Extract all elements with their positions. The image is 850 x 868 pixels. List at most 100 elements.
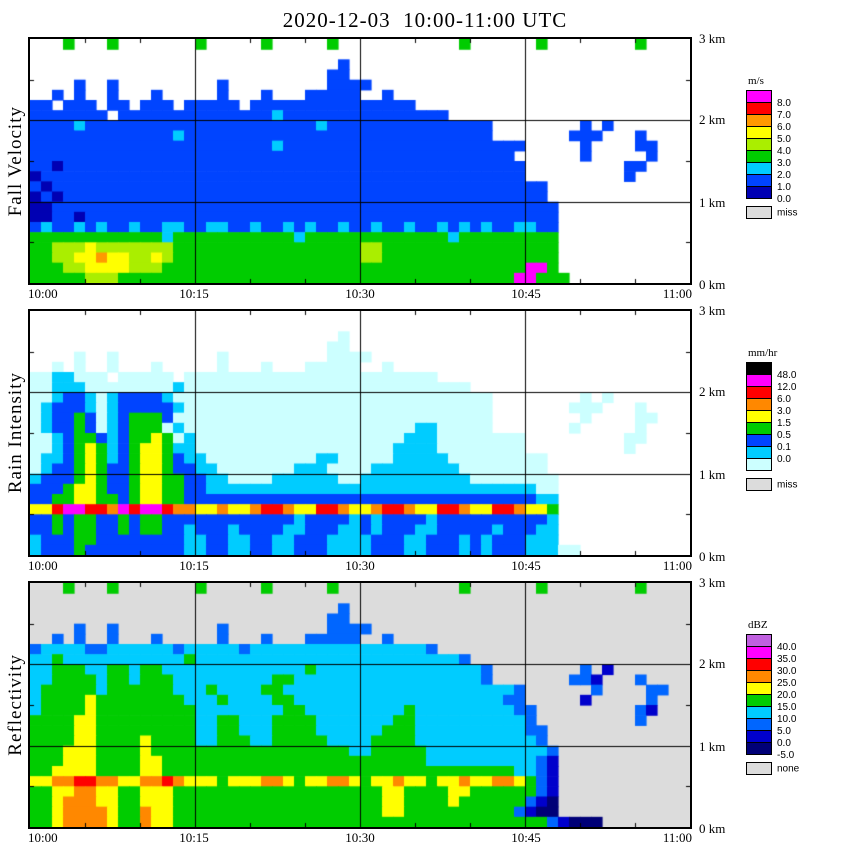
fall-velocity-heatmap <box>28 37 692 285</box>
legend-value-label: 0.0 <box>777 454 791 465</box>
legend-title: mm/hr <box>748 347 778 359</box>
legend-value-label: 3.0 <box>777 406 791 417</box>
y-tick-label: 3 km <box>699 31 726 46</box>
rain-intensity-heatmap <box>28 309 692 557</box>
x-tick-label: 10:30 <box>345 286 375 301</box>
legend-color-box <box>746 186 772 199</box>
panel-name-label: Fall Velocity <box>5 105 26 217</box>
legend-color-box <box>746 742 772 755</box>
legend-value-label: 5.0 <box>777 134 791 145</box>
y-tick-label: 1 km <box>699 466 726 482</box>
x-tick-label: 11:00 <box>662 830 692 845</box>
x-tick-label: 10:00 <box>28 558 58 573</box>
legend-value-label: 30.0 <box>777 666 797 677</box>
x-tick-label: 11:00 <box>662 286 692 301</box>
legend-value-label: -5.0 <box>777 750 795 761</box>
legend-color-box <box>746 458 772 471</box>
legend-value-label: 3.0 <box>777 158 791 169</box>
panel-name-label: Rain Intensity <box>5 372 26 494</box>
legend-value-label: 0.1 <box>777 442 791 453</box>
x-tick-label: 10:15 <box>179 558 209 573</box>
y-axis-labels: 3 km 2 km 1 km 0 km <box>692 31 736 292</box>
y-tick-label: 1 km <box>699 194 726 210</box>
y-tick-label: 0 km <box>699 277 726 292</box>
legend-value-label: 10.0 <box>777 714 797 725</box>
legend-value-label: 1.0 <box>777 182 791 193</box>
panel-axis-name: Reflectivity <box>4 581 28 829</box>
legend-missing-box <box>746 206 772 219</box>
y-tick-label: 1 km <box>699 738 726 754</box>
x-tick-label: 10:00 <box>28 830 58 845</box>
legend-value-label: 15.0 <box>777 702 797 713</box>
legend-missing-label: miss <box>777 479 798 490</box>
reflectivity-heatmap <box>28 581 692 829</box>
y-axis-labels: 3 km 2 km 1 km 0 km <box>692 303 736 564</box>
page-title: 2020-12-03 10:00-11:00 UTC <box>282 8 568 32</box>
plot-column: 10:00 10:15 10:30 10:45 11:00 <box>28 37 692 301</box>
legend-missing-box <box>746 762 772 775</box>
x-tick-label: 11:00 <box>662 558 692 573</box>
y-tick-label: 3 km <box>699 303 726 318</box>
y-axis-labels: 3 km 2 km 1 km 0 km <box>692 575 736 836</box>
x-tick-label: 10:30 <box>345 830 375 845</box>
x-tick-label: 10:15 <box>179 830 209 845</box>
legend-rain-intensity: mm/hr 48.0 12.0 6.0 3.0 1.5 0.5 0.1 0.0 miss <box>736 309 836 557</box>
legend-missing-label: none <box>777 763 800 774</box>
legend-missing-entry: miss <box>746 206 798 219</box>
legend-title: m/s <box>748 75 764 87</box>
legend-entry: 15.0 <box>746 694 796 713</box>
legend-value-label: 7.0 <box>777 110 791 121</box>
legend-value-label: 0.0 <box>777 194 791 205</box>
legend-value-label: 5.0 <box>777 726 791 737</box>
y-tick-label: 3 km <box>699 575 726 590</box>
legend-value-label: 48.0 <box>777 370 797 381</box>
legend-missing-entry: miss <box>746 478 798 491</box>
legend-value-label: 2.0 <box>777 170 791 181</box>
legend-value-label: 40.0 <box>777 642 797 653</box>
x-axis-labels: 10:00 10:15 10:30 10:45 11:00 <box>28 557 692 573</box>
panel-fall-velocity: Fall Velocity 10:00 10:15 10:30 10:45 11… <box>4 31 850 301</box>
legend-fall-velocity: m/s 8.0 7.0 6.0 5.0 4.0 3.0 2.0 1.0 0.0 miss <box>736 37 836 285</box>
legend-value-label: 1.5 <box>777 418 791 429</box>
legend-value-label: 25.0 <box>777 678 797 689</box>
legend-missing-label: miss <box>777 207 798 218</box>
legend-entry <box>746 458 772 471</box>
y-tick-label: 2 km <box>699 656 726 672</box>
plot-column: 10:00 10:15 10:30 10:45 11:00 <box>28 309 692 573</box>
legend-value-label: 0.5 <box>777 430 791 441</box>
legend-value-label: 8.0 <box>777 98 791 109</box>
panel-axis-name: Rain Intensity <box>4 309 28 557</box>
legend-value-label: 6.0 <box>777 394 791 405</box>
legend-value-label: 0.0 <box>777 738 791 749</box>
plot-column: 10:00 10:15 10:30 10:45 11:00 <box>28 581 692 845</box>
legend-value-label: 12.0 <box>777 382 797 393</box>
x-tick-label: 10:30 <box>345 558 375 573</box>
legend-value-label: 4.0 <box>777 146 791 157</box>
y-tick-label: 2 km <box>699 384 726 400</box>
x-axis-labels: 10:00 10:15 10:30 10:45 11:00 <box>28 829 692 845</box>
legend-missing-entry: none <box>746 762 799 775</box>
legend-value-label: 35.0 <box>777 654 797 665</box>
y-tick-label: 0 km <box>699 821 726 836</box>
x-axis-labels: 10:00 10:15 10:30 10:45 11:00 <box>28 285 692 301</box>
legend-value-label: 6.0 <box>777 122 791 133</box>
legend-entry: 12.0 <box>746 374 796 393</box>
x-tick-label: 10:45 <box>511 558 541 573</box>
legend-reflectivity: dBZ 40.0 35.0 30.0 25.0 20.0 15.0 10.0 5.0 0.0 -5.… <box>736 581 836 829</box>
legend-entry: 0.0 <box>746 186 791 205</box>
panel-axis-name: Fall Velocity <box>4 37 28 285</box>
legend-missing-box <box>746 478 772 491</box>
legend-entry: 0.0 <box>746 446 791 465</box>
x-tick-label: 10:00 <box>28 286 58 301</box>
legend-entry: -5.0 <box>746 742 794 761</box>
x-tick-label: 10:15 <box>179 286 209 301</box>
legend-title: dBZ <box>748 619 768 631</box>
x-tick-label: 10:45 <box>511 830 541 845</box>
y-tick-label: 2 km <box>699 112 726 128</box>
legend-value-label: 20.0 <box>777 690 797 701</box>
panel-rain-intensity: Rain Intensity 10:00 10:15 10:30 10:45 1… <box>4 303 850 573</box>
panel-reflectivity: Reflectivity 10:00 10:15 10:30 10:45 11:… <box>4 575 850 845</box>
y-tick-label: 0 km <box>699 549 726 564</box>
panel-name-label: Reflectivity <box>5 654 26 756</box>
x-tick-label: 10:45 <box>511 286 541 301</box>
